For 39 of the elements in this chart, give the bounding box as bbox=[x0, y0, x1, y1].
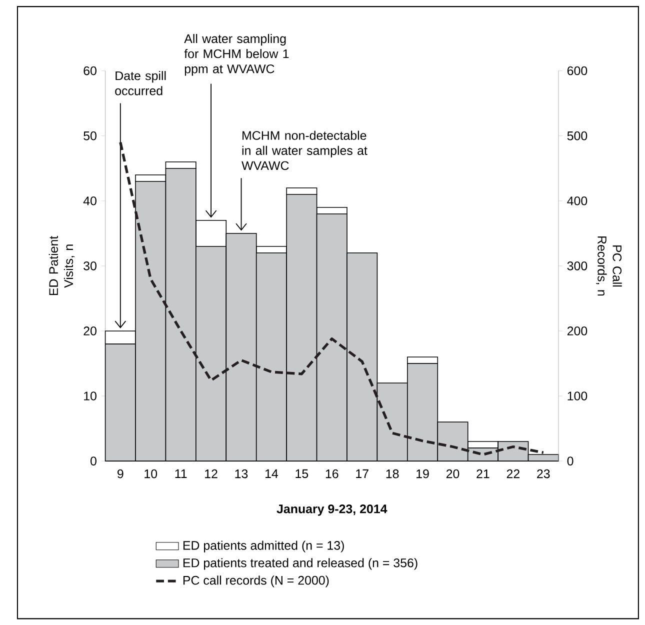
annotation: All water sampling for MCHM below 1 ppm at WVAWC bbox=[184, 34, 289, 76]
y2-tick-label: 100 bbox=[568, 391, 588, 400]
x-tick-label: 13 bbox=[235, 469, 248, 478]
x-tick-label: 19 bbox=[416, 469, 429, 478]
y2-tick-label: 500 bbox=[567, 131, 588, 140]
y-axis-title: ED Patient Visits, n bbox=[48, 236, 75, 295]
legend-label: ED patients treated and released (n = 356) bbox=[183, 558, 418, 570]
y-tick-label: 40 bbox=[83, 196, 96, 206]
x-tick-label: 21 bbox=[476, 469, 490, 478]
x-tick-label: 17 bbox=[356, 469, 368, 478]
x-tick-label: 16 bbox=[326, 469, 338, 478]
y-tick-label: 30 bbox=[84, 261, 96, 270]
x-tick-label: 12 bbox=[205, 469, 218, 478]
y2-tick-label: 200 bbox=[567, 326, 588, 336]
line-series bbox=[119, 140, 545, 456]
y-tick-label: 0 bbox=[90, 456, 96, 466]
x-tick-label: 15 bbox=[296, 469, 308, 478]
x-axis-title: January 9-23, 2014 bbox=[276, 504, 388, 516]
y-tick-label: 20 bbox=[84, 326, 96, 336]
x-tick-label: 18 bbox=[386, 469, 399, 478]
legend-label: PC call records (N = 2000) bbox=[183, 575, 329, 588]
y-tick-label: 50 bbox=[84, 131, 96, 140]
x-tick-label: 22 bbox=[506, 469, 520, 478]
x-tick-label: 14 bbox=[265, 469, 278, 478]
y-tick-label: 10 bbox=[84, 391, 96, 400]
x-tick-label: 20 bbox=[446, 469, 460, 478]
legend-label: ED patients admitted (n = 13) bbox=[183, 540, 344, 552]
y2-tick-label: 0 bbox=[567, 456, 574, 466]
x-tick-label: 11 bbox=[175, 469, 187, 478]
y2-tick-label: 600 bbox=[567, 66, 588, 76]
y2-axis-title: PC Call Records, n bbox=[596, 236, 622, 296]
y2-tick-label: 400 bbox=[567, 196, 588, 206]
x-tick-label: 23 bbox=[537, 469, 550, 478]
y2-tick-label: 300 bbox=[567, 261, 588, 270]
x-tick-label: 10 bbox=[144, 469, 158, 478]
annotation: Date spill occurred bbox=[115, 70, 166, 96]
annotation: MCHM non-detectable in all water samples at WVAWC bbox=[242, 130, 368, 170]
y-tick-label: 60 bbox=[84, 66, 96, 76]
x-tick-label: 9 bbox=[118, 469, 124, 478]
